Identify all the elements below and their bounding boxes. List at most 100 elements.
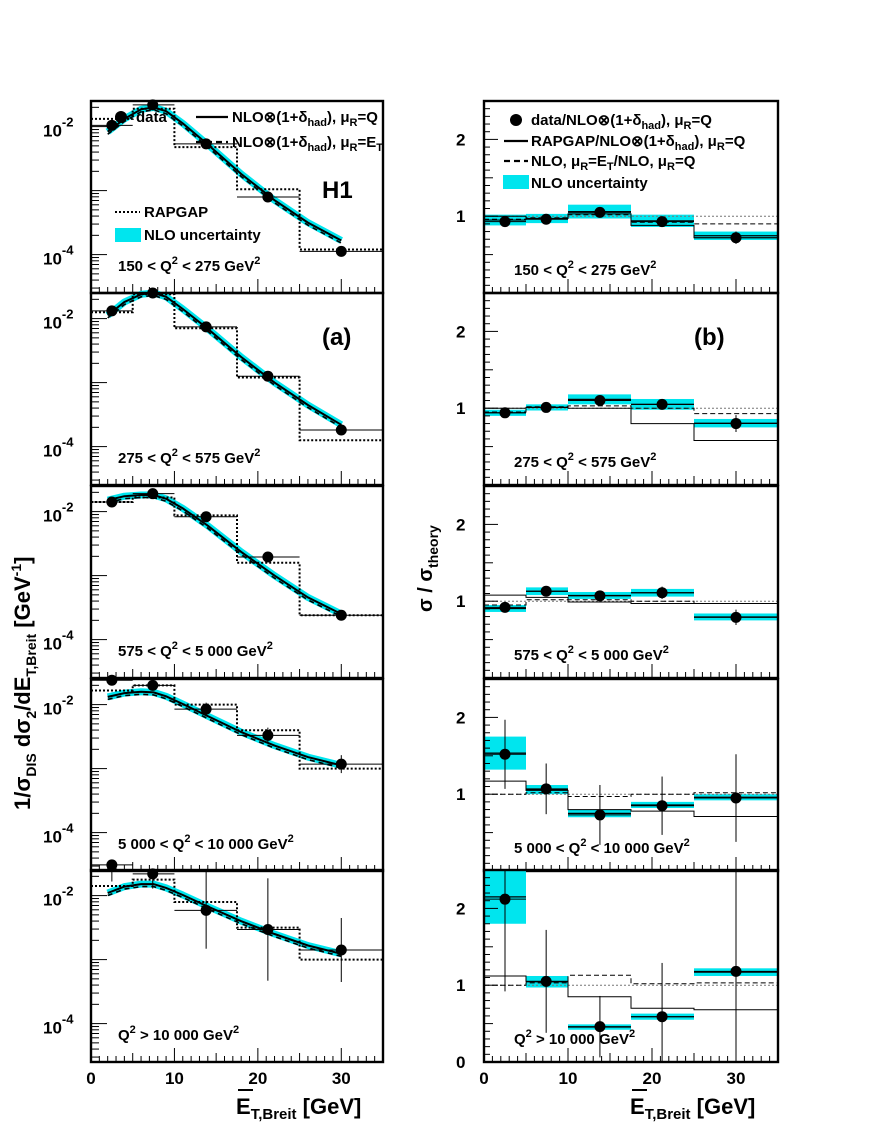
- right-y-tick-label: 1: [456, 592, 465, 611]
- data-point: [147, 679, 159, 691]
- data-point: [262, 370, 274, 382]
- right-y-tick-label: 0: [456, 1053, 465, 1072]
- data-point: [335, 609, 347, 621]
- left-panel-3: 10-2 10-4 575 < Q2 < 5 000 GeV2: [43, 484, 385, 680]
- legend-ratio-rapgap: RAPGAP/NLO⊗(1+δhad), μR=Q: [504, 133, 746, 153]
- ratio-point: [499, 601, 511, 613]
- left-q2-label: 5 000 < Q2 < 10 000 GeV2: [118, 833, 294, 853]
- svg-text:NLO⊗(1+δhad), μR=Q: NLO⊗(1+δhad), μR=Q: [232, 109, 378, 129]
- left-y-tick-label: 10-2: [43, 693, 73, 719]
- h1-tag: H1: [322, 177, 353, 204]
- svg-text:RAPGAP: RAPGAP: [144, 204, 208, 221]
- right-y-tick-label: 2: [456, 899, 465, 918]
- data-point: [200, 904, 212, 916]
- legend-ratio-nlo-et: NLO, μR=ET/NLO, μR=Q: [504, 153, 696, 173]
- left-y-tick-label: 10-4: [43, 435, 74, 461]
- right-q2-label: 275 < Q2 < 575 GeV2: [514, 451, 656, 471]
- left-x-tick-label: 10: [165, 1069, 184, 1088]
- data-point: [200, 511, 212, 523]
- left-x-tick-label: 20: [248, 1069, 267, 1088]
- nlo-mu-et-curve: [107, 693, 342, 769]
- nlo-mu-et-curve: [107, 109, 342, 244]
- left-panel-5: 10-2 10-4 Q2 > 10 000 GeV2: [43, 859, 385, 1064]
- data-point: [106, 119, 118, 131]
- ratio-rapgap-histogram: [484, 594, 778, 604]
- data-point: [335, 944, 347, 956]
- data-point: [335, 758, 347, 770]
- nlo-mu-et-curve: [107, 294, 342, 428]
- left-panel-1: 10-2 10-4 150 < Q2 < 275 GeV2: [43, 99, 385, 295]
- left-x-title: ET,Breit [GeV]: [236, 1089, 361, 1123]
- left-panel-2: 10-2 10-4 275 < Q2 < 575 GeV2: [43, 287, 385, 487]
- right-q2-label: 575 < Q2 < 5 000 GeV2: [514, 644, 669, 664]
- right-panel-4: 1 2 5 000 < Q2 < 10 000 GeV2: [456, 677, 780, 873]
- rapgap-histogram: [91, 684, 383, 770]
- nlo-mu-et-curve: [107, 885, 342, 958]
- right-y-tick-label: 1: [456, 207, 465, 226]
- nlo-mu-q-curve: [107, 883, 342, 955]
- ratio-point: [540, 975, 552, 987]
- left-y-tick-label: 10-2: [43, 884, 73, 910]
- ratio-point: [594, 395, 606, 407]
- right-panel-1: 1 2 150 < Q2 < 275 GeV2: [456, 99, 780, 295]
- right-x-tick-label: 30: [727, 1069, 746, 1088]
- right-panel-5: 0 1 2 Q2 > 10 000 GeV2: [456, 868, 780, 1072]
- right-panel-2: 1 2 275 < Q2 < 575 GeV2: [456, 291, 780, 487]
- right-q2-label: Q2 > 10 000 GeV2: [514, 1028, 635, 1048]
- data-point: [106, 496, 118, 508]
- svg-text:NLO⊗(1+δhad), μR=ET: NLO⊗(1+δhad), μR=ET: [232, 134, 383, 154]
- ratio-point: [730, 965, 742, 977]
- left-y-tick-label: 10-4: [43, 1012, 74, 1038]
- legend-ratio-nlo-uncertainty: NLO uncertainty: [503, 175, 648, 192]
- svg-text:NLO uncertainty: NLO uncertainty: [531, 175, 648, 192]
- left-legend: data NLO⊗(1+δhad), μR=Q NLO⊗(1+δhad), μR…: [115, 109, 383, 244]
- data-point: [200, 703, 212, 715]
- right-x-title: ET,Breit [GeV]: [630, 1089, 755, 1123]
- right-frame: [482, 868, 780, 1064]
- nlo-uncertainty-band: [106, 880, 343, 958]
- right-y-tick-label: 2: [456, 130, 465, 149]
- svg-text:ET,Breit [GeV]: ET,Breit [GeV]: [236, 1094, 361, 1123]
- left-q2-label: 575 < Q2 < 5 000 GeV2: [118, 640, 273, 660]
- right-y-tick-label: 1: [456, 976, 465, 995]
- right-q2-label: 150 < Q2 < 275 GeV2: [514, 259, 656, 279]
- ratio-point: [540, 585, 552, 597]
- data-point: [262, 924, 274, 936]
- left-x-tick-label: 30: [332, 1069, 351, 1088]
- left-q2-label: 150 < Q2 < 275 GeV2: [118, 255, 260, 275]
- rapgap-histogram: [91, 107, 383, 251]
- right-x-tick-label: 20: [643, 1069, 662, 1088]
- svg-text:RAPGAP/NLO⊗(1+δhad), μR=Q: RAPGAP/NLO⊗(1+δhad), μR=Q: [531, 133, 746, 153]
- ratio-point: [540, 783, 552, 795]
- left-panel-4: 10-2 10-4 5 000 < Q2 < 10 000 GeV2: [43, 674, 385, 873]
- right-x-tick-label: 0: [479, 1069, 488, 1088]
- legend-data: data: [115, 109, 168, 126]
- nlo-uncertainty-band: [106, 688, 343, 769]
- ratio-point: [594, 206, 606, 218]
- right-panel-3: 1 2 575 < Q2 < 5 000 GeV2: [456, 484, 780, 680]
- right-x-tick-label: 10: [559, 1069, 578, 1088]
- data-point: [106, 859, 118, 871]
- svg-text:NLO, μR=ET/NLO, μR=Q: NLO, μR=ET/NLO, μR=Q: [531, 153, 696, 173]
- left-y-tick-label: 10-4: [43, 243, 74, 269]
- left-q2-label: 275 < Q2 < 575 GeV2: [118, 447, 260, 467]
- ratio-point: [656, 587, 668, 599]
- right-y-tick-label: 2: [456, 708, 465, 727]
- right-y-tick-label: 2: [456, 322, 465, 341]
- legend-ratio-data: data/NLO⊗(1+δhad), μR=Q: [510, 112, 712, 132]
- ratio-point: [540, 401, 552, 413]
- left-y-tick-label: 10-4: [43, 628, 74, 654]
- legend-nlo-et: NLO⊗(1+δhad), μR=ET: [196, 134, 383, 154]
- data-point: [335, 424, 347, 436]
- data-point: [262, 191, 274, 203]
- left-y-tick-label: 10-2: [43, 115, 73, 141]
- ratio-point: [499, 748, 511, 760]
- rapgap-histogram: [91, 878, 383, 961]
- ratio-point: [730, 418, 742, 430]
- legend-rapgap: RAPGAP: [115, 204, 208, 221]
- nlo-mu-q-curve: [107, 494, 342, 615]
- data-point: [262, 551, 274, 563]
- ratio-point: [499, 216, 511, 228]
- data-point: [106, 305, 118, 317]
